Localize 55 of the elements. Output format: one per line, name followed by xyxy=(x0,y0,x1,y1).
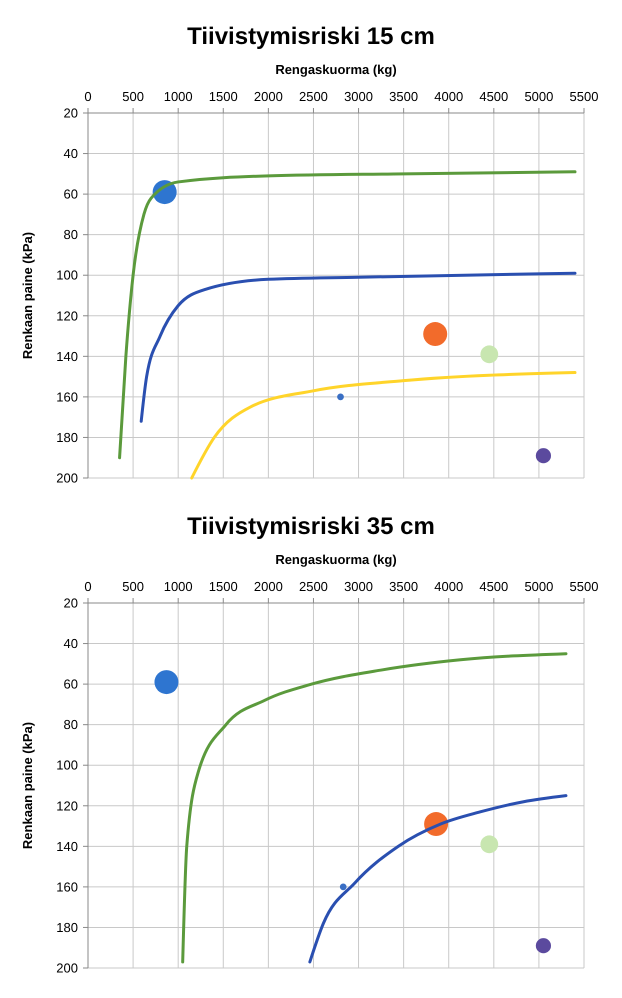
y-tick-label: 180 xyxy=(56,920,78,935)
line-series xyxy=(181,652,568,964)
x-tick-label: 0 xyxy=(84,89,92,104)
y-tick-label: 100 xyxy=(56,758,78,773)
y-tick-label: 60 xyxy=(64,676,78,692)
x-tick-label: 5500 xyxy=(570,579,598,594)
line-series xyxy=(190,371,576,480)
x-tick-label: 2000 xyxy=(254,579,283,594)
x-tick-label: 4000 xyxy=(434,89,464,104)
x-tick-label: 3500 xyxy=(389,89,418,104)
chart-title: Tiivistymisriski 35 cm xyxy=(187,513,435,540)
y-tick-label: 120 xyxy=(56,798,78,814)
x-tick-label: 500 xyxy=(122,89,144,104)
y-tick-label: 200 xyxy=(56,960,78,976)
y-tick-label: 180 xyxy=(56,430,78,445)
y-tick-label: 160 xyxy=(56,389,78,404)
y-axis-title: Renkaan paine (kPa) xyxy=(20,722,35,850)
y-tick-label: 80 xyxy=(64,227,78,242)
x-tick-label: 4500 xyxy=(479,89,508,104)
y-tick-label: 160 xyxy=(56,879,78,894)
y-tick-label: 40 xyxy=(64,636,78,652)
line-series xyxy=(118,170,576,460)
x-tick-label: 1000 xyxy=(164,89,193,104)
y-tick-label: 120 xyxy=(56,308,78,324)
x-axis-title: Rengaskuorma (kg) xyxy=(275,62,397,77)
y-tick-label: 20 xyxy=(64,106,78,120)
y-tick-label: 20 xyxy=(64,596,78,610)
x-tick-label: 1500 xyxy=(208,89,238,104)
x-axis-title: Rengaskuorma (kg) xyxy=(275,552,397,567)
y-tick-label: 140 xyxy=(56,348,78,364)
x-tick-label: 1000 xyxy=(164,579,193,594)
y-tick-label: 40 xyxy=(64,146,78,162)
x-tick-label: 4500 xyxy=(479,579,508,594)
x-tick-label: 5000 xyxy=(524,89,554,104)
x-tick-label: 4000 xyxy=(434,579,464,594)
line-series xyxy=(308,794,568,964)
chart-title: Tiivistymisriski 15 cm xyxy=(187,23,435,50)
y-axis-title: Renkaan paine (kPa) xyxy=(20,232,35,360)
x-tick-label: 3000 xyxy=(344,579,374,594)
x-tick-label: 5500 xyxy=(570,89,598,104)
x-tick-label: 1500 xyxy=(208,579,238,594)
x-tick-label: 2500 xyxy=(298,89,328,104)
y-tick-label: 200 xyxy=(56,470,78,486)
x-tick-label: 2000 xyxy=(254,89,283,104)
x-tick-label: 0 xyxy=(84,579,92,594)
y-tick-label: 100 xyxy=(56,268,78,283)
x-tick-label: 3500 xyxy=(389,579,418,594)
x-tick-label: 2500 xyxy=(298,579,328,594)
x-tick-label: 3000 xyxy=(344,89,374,104)
x-tick-label: 5000 xyxy=(524,579,554,594)
y-tick-label: 60 xyxy=(64,186,78,202)
y-tick-label: 80 xyxy=(64,717,78,732)
x-tick-label: 500 xyxy=(122,579,144,594)
line-series xyxy=(140,272,576,423)
y-tick-label: 140 xyxy=(56,838,78,854)
